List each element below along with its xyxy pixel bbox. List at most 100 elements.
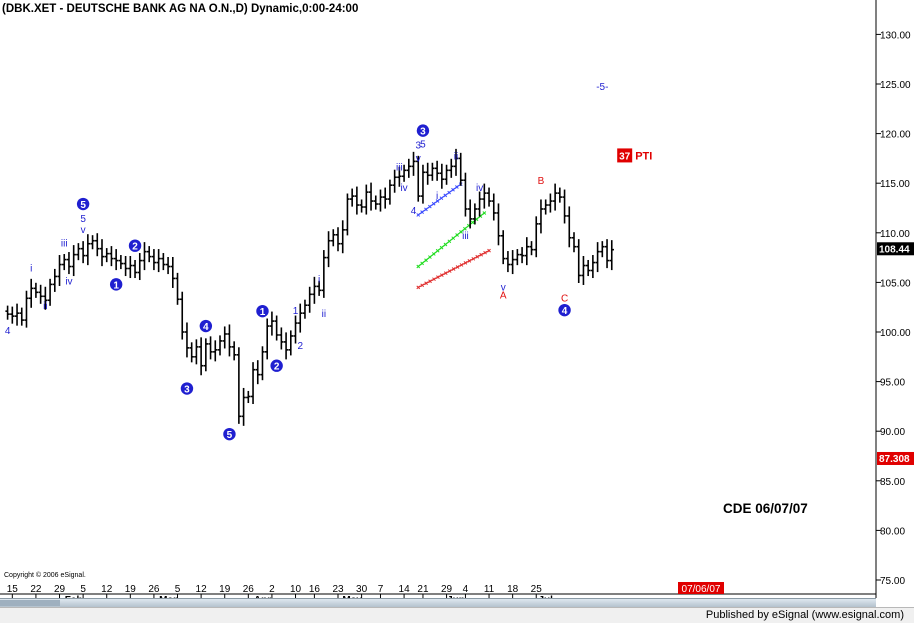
date-tick-label: 19 (125, 584, 137, 595)
ohlc-bar (90, 235, 95, 250)
channel-marker (455, 265, 460, 269)
price-tick-label: 80.00 (880, 526, 905, 537)
wave-circle-label: 3 (184, 385, 190, 396)
ohlc-bar (548, 193, 553, 213)
wave-label: B (538, 176, 545, 187)
wave-circle-label: 1 (260, 307, 266, 318)
ohlc-bar (449, 158, 454, 178)
date-tag (678, 582, 724, 594)
ohlc-bar (298, 303, 303, 333)
price-tick-label: 90.00 (880, 427, 905, 438)
channel-marker (435, 199, 440, 203)
ohlc-bar (85, 234, 91, 266)
horizontal-scrollbar[interactable] (0, 598, 876, 608)
channel-marker (443, 242, 448, 247)
ohlc-bar (180, 291, 185, 340)
channel-marker (427, 204, 432, 209)
channel-marker (416, 213, 421, 217)
wave-circle (416, 124, 430, 137)
channel-marker (435, 248, 440, 253)
ohlc-bar (217, 335, 223, 356)
date-tick-label: 18 (507, 584, 519, 595)
wave-label: 1 (293, 306, 299, 317)
scrollbar-thumb[interactable] (0, 600, 60, 606)
channel-marker (420, 283, 425, 288)
ohlc-bar (255, 360, 260, 385)
channel-marker (459, 263, 464, 267)
date-tick-label: 15 (7, 584, 19, 595)
ohlc-bar (24, 290, 29, 328)
wave-label: iv (476, 183, 483, 194)
wave-label: iii (462, 231, 469, 242)
ohlc-bar (501, 230, 506, 265)
date-tick-label: 21 (417, 584, 429, 595)
date-tick-label: 11 (484, 584, 495, 595)
ohlc-bar (137, 253, 142, 281)
date-tick-label: 23 (332, 584, 344, 595)
ohlc-bar (397, 166, 402, 187)
ohlc-bar (477, 191, 482, 217)
channel-marker (428, 279, 432, 284)
ohlc-bar (420, 164, 426, 204)
ohlc-bar (491, 193, 496, 221)
wave-circle-label: 4 (203, 322, 209, 333)
price-tick-label: 115.00 (880, 179, 910, 190)
ohlc-bar (62, 254, 67, 271)
ohlc-bar (600, 241, 605, 258)
ohlc-bar (123, 256, 128, 277)
ohlc-bar (312, 276, 317, 304)
price-tick-label: 110.00 (880, 229, 910, 240)
ohlc-bar (364, 184, 369, 215)
ohlc-bar (208, 336, 213, 360)
date-tick-label: 30 (356, 584, 368, 595)
ohlc-bar (345, 193, 350, 236)
date-tick-label: 22 (30, 584, 42, 595)
ohlc-bar (269, 311, 275, 336)
publisher-text: Published by eSignal (www.esignal.com) (705, 609, 904, 621)
date-tick-label: 10 (290, 584, 302, 595)
channel-marker (424, 281, 428, 286)
ohlc-bar (529, 241, 534, 256)
ohlc-bar (250, 362, 256, 405)
ohlc-bar (609, 240, 614, 271)
ohlc-bar (383, 187, 388, 209)
ohlc-bar (288, 330, 293, 356)
ohlc-bar (430, 162, 435, 181)
channel-marker (443, 193, 448, 198)
price-tick-label: 85.00 (880, 477, 905, 488)
ohlc-bar (321, 250, 327, 298)
date-tick-label: 29 (54, 584, 66, 595)
wave-label: iv (65, 276, 72, 287)
date-tick-label: 16 (309, 584, 321, 595)
publisher-footer: Published by eSignal (www.esignal.com) (0, 607, 914, 623)
ohlc-bar (203, 338, 209, 372)
ohlc-bar (354, 186, 360, 215)
date-tick-label: 25 (531, 584, 543, 595)
ohlc-bar (156, 249, 161, 273)
channel-marker (451, 236, 456, 241)
ohlc-bar (482, 183, 487, 209)
ohlc-bar (331, 229, 336, 247)
ohlc-bar (368, 182, 374, 211)
ohlc-bar (279, 327, 284, 350)
channel-marker (467, 258, 472, 263)
ohlc-bar (486, 187, 492, 207)
ohlc-bar (467, 199, 473, 229)
price-tag-label: 108.44 (879, 244, 910, 255)
ohlc-bar (5, 305, 10, 320)
wave-label: 2 (297, 341, 303, 352)
ohlc-bar (326, 231, 331, 268)
copyright-text: Copyright © 2006 eSignal. (4, 571, 86, 579)
ohlc-bar (453, 148, 459, 176)
channel-marker (420, 261, 424, 266)
ohlc-bar (434, 160, 440, 181)
wave-label: i (436, 191, 438, 202)
ohlc-bar (38, 284, 43, 304)
wave-label: v (416, 153, 421, 164)
wave-circle-label: 5 (80, 200, 86, 211)
channel-marker (483, 250, 487, 255)
pti-value: 37 (619, 151, 631, 162)
wave-label: iv (400, 183, 407, 194)
ohlc-bar (213, 340, 218, 362)
wave-circle-label: 5 (227, 430, 233, 441)
